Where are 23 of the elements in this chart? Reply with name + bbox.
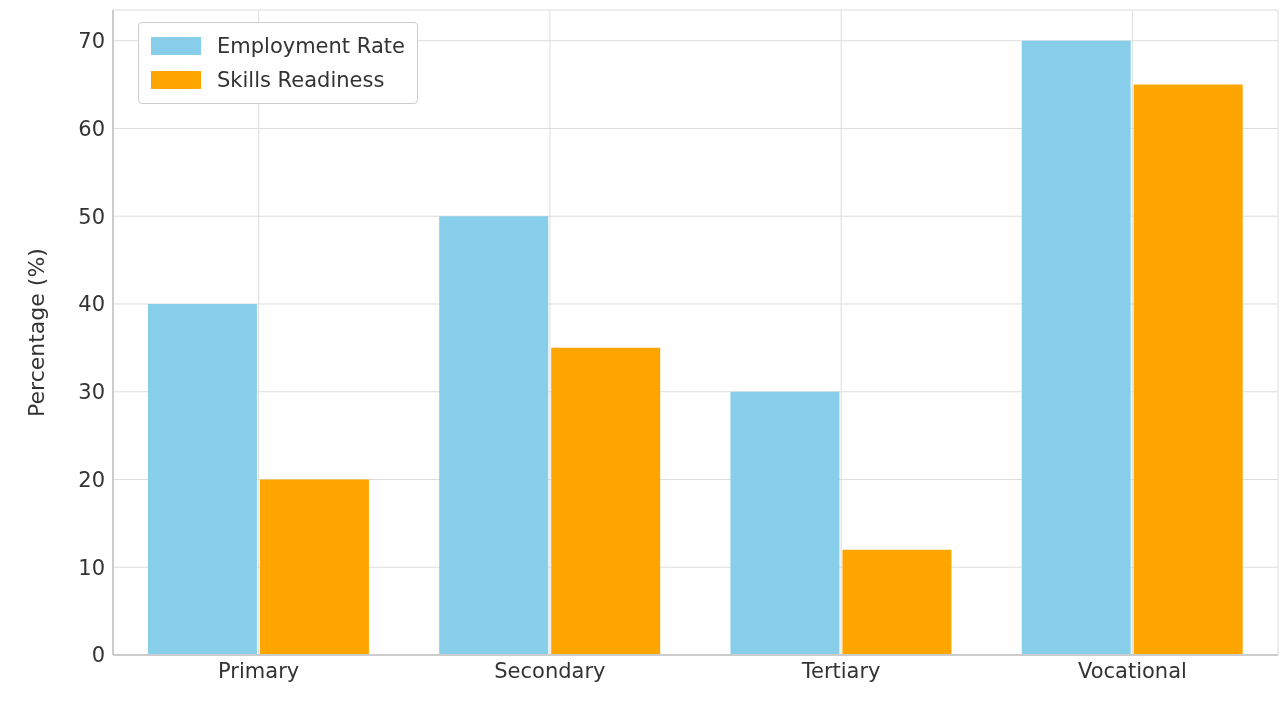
y-tick-label: 0 <box>91 643 105 668</box>
x-tick-label: Secondary <box>494 658 606 683</box>
y-tick-label: 50 <box>78 204 105 229</box>
y-tick-label: 70 <box>78 29 105 54</box>
y-tick-label: 60 <box>78 116 105 141</box>
y-tick-label: 40 <box>78 292 105 317</box>
bar <box>259 479 369 655</box>
bar <box>551 347 661 655</box>
legend-label: Skills Readiness <box>217 67 385 94</box>
y-tick-label: 10 <box>78 555 105 580</box>
y-tick-label: 30 <box>78 380 105 405</box>
bar <box>1021 40 1131 655</box>
x-tick-label: Primary <box>218 658 300 683</box>
y-axis-title: Percentage (%) <box>23 248 49 417</box>
bar <box>147 303 257 655</box>
bar <box>439 216 549 655</box>
y-tick-label: 20 <box>78 467 105 492</box>
x-tick-label: Tertiary <box>800 658 881 683</box>
bar <box>730 391 840 655</box>
bar <box>1133 84 1243 655</box>
legend-label: Employment Rate <box>217 33 405 60</box>
bar <box>842 549 952 655</box>
x-tick-label: Vocational <box>1077 658 1187 683</box>
